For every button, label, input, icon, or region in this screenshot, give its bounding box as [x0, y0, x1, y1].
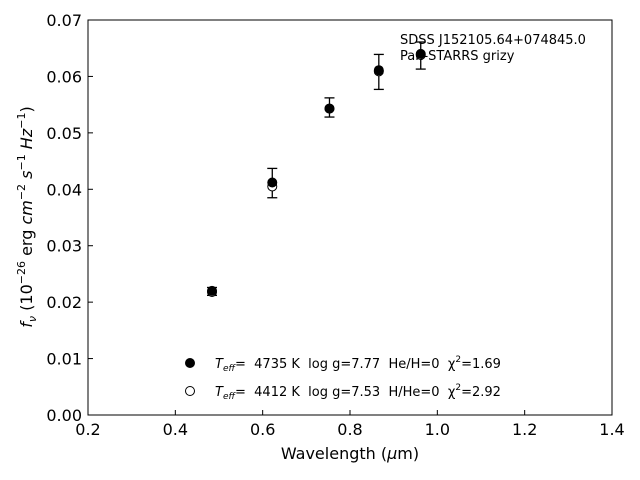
y-tick-label: 0.01 — [46, 350, 82, 369]
y-tick-label: 0.07 — [46, 11, 82, 30]
x-tick-label: 0.4 — [163, 420, 188, 439]
legend-marker-filled — [185, 358, 195, 368]
model-point-filled — [324, 103, 335, 114]
y-tick-label: 0.02 — [46, 293, 82, 312]
annotation-object-name: SDSS J152105.64+074845.0 — [400, 33, 586, 48]
x-tick-label: 0.2 — [75, 420, 100, 439]
legend-marker-open — [185, 386, 195, 396]
x-tick-label: 1.2 — [512, 420, 537, 439]
x-tick-label: 1.4 — [599, 420, 624, 439]
x-tick-label: 0.8 — [337, 420, 362, 439]
plot-frame — [87, 19, 613, 416]
y-tick-label: 0.03 — [46, 237, 82, 256]
y-tick-label: 0.05 — [46, 124, 82, 143]
y-tick-label: 0.06 — [46, 67, 82, 86]
model-point-filled — [207, 285, 218, 296]
y-tick-label: 0.00 — [46, 406, 82, 425]
legend-label-2: Teff= 4412 K log g=7.53 H/He=0 χ2=2.92 — [215, 383, 501, 402]
error-bars — [207, 41, 426, 297]
data-markers — [207, 48, 426, 297]
y-tick-label: 0.04 — [46, 180, 82, 199]
x-axis-ticks: 0.2 0.4 0.6 0.8 1.0 1.2 1.4 — [75, 410, 625, 439]
legend: Teff= 4735 K log g=7.77 He/H=0 χ2=1.69 T… — [185, 355, 501, 402]
annotation-survey: Pan-STARRS grizy — [400, 49, 515, 64]
y-axis-label: fν (10−26 erg cm−2 s−1 Hz−1) — [15, 106, 39, 327]
x-axis-label: Wavelength (μm) — [281, 444, 419, 463]
x-tick-label: 1.0 — [425, 420, 450, 439]
model-point-filled — [373, 65, 384, 76]
model-point-filled — [267, 177, 278, 188]
legend-label-1: Teff= 4735 K log g=7.77 He/H=0 χ2=1.69 — [215, 355, 501, 374]
x-tick-label: 0.6 — [250, 420, 275, 439]
y-axis-ticks: 0.00 0.01 0.02 0.03 0.04 0.05 0.06 0.07 — [46, 11, 93, 425]
model-point-filled — [415, 48, 426, 59]
